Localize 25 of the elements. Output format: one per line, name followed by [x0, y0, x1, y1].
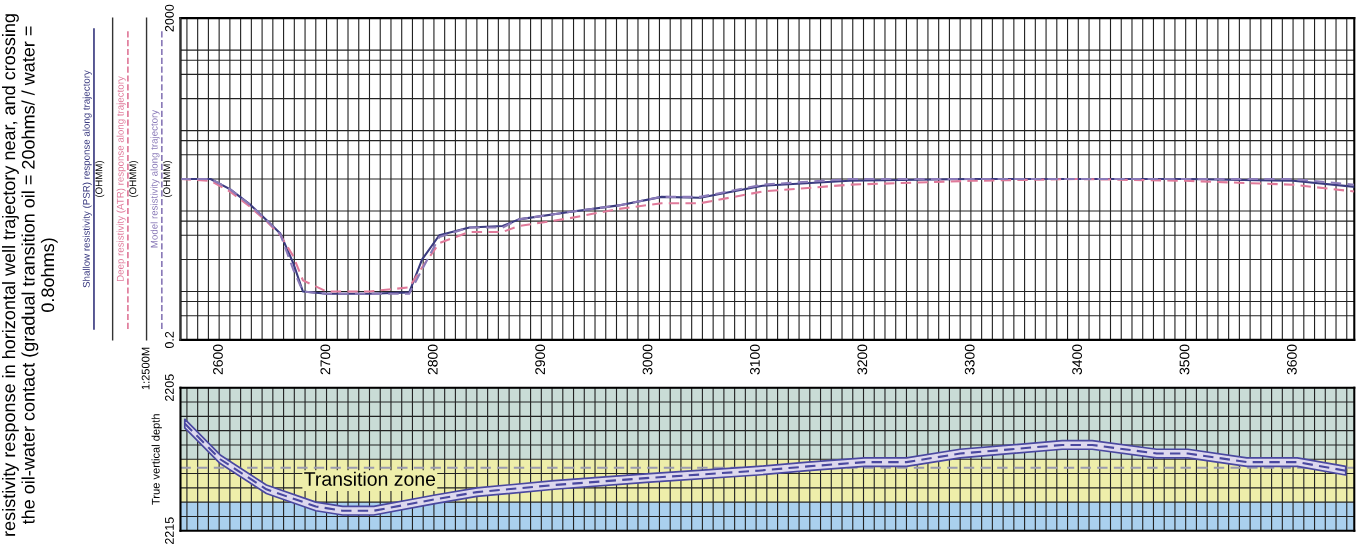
x-tick-label: 3400: [1072, 344, 1083, 375]
y-axis-title: (OHMM): [163, 161, 173, 198]
x-tick-label: 2700: [320, 344, 331, 375]
text: 1:2500M: [141, 347, 150, 390]
y-tick-label: 2205: [164, 374, 174, 402]
text: (OHMM): [129, 161, 139, 198]
x-tick-label: 3500: [1179, 344, 1190, 375]
x-tick-label: 3200: [857, 344, 868, 375]
x-tick-label: 2800: [427, 344, 438, 375]
x-tick-label: 3300: [964, 344, 975, 375]
text: resistivity response in horizontal well trajectory near, and crossing the oil-water contact (gradual transition oil = 20ohms/ / water = 0.8ohms): [1, 14, 58, 536]
text: (OHMM): [95, 161, 105, 198]
band-label: Transition zone: [304, 471, 436, 486]
y-tick-label: 2215: [164, 517, 174, 545]
text: Shallow resistivity (PSR) response along trajectory: [82, 70, 92, 288]
text: Model resistivity along trajectory: [150, 109, 160, 248]
y-tick-label: 2000: [164, 4, 174, 32]
x-tick-label: 2600: [213, 344, 223, 375]
y-axis-title: True vertical depth: [151, 414, 162, 505]
y-tick-label: 0.2: [164, 331, 174, 349]
text: Deep resistivity (ATR) response along trajectory: [116, 76, 126, 282]
x-tick-label: 3600: [1286, 344, 1297, 375]
x-tick-label: 3100: [750, 344, 760, 375]
x-tick-label: 3000: [642, 344, 653, 375]
x-tick-label: 2900: [535, 344, 546, 375]
